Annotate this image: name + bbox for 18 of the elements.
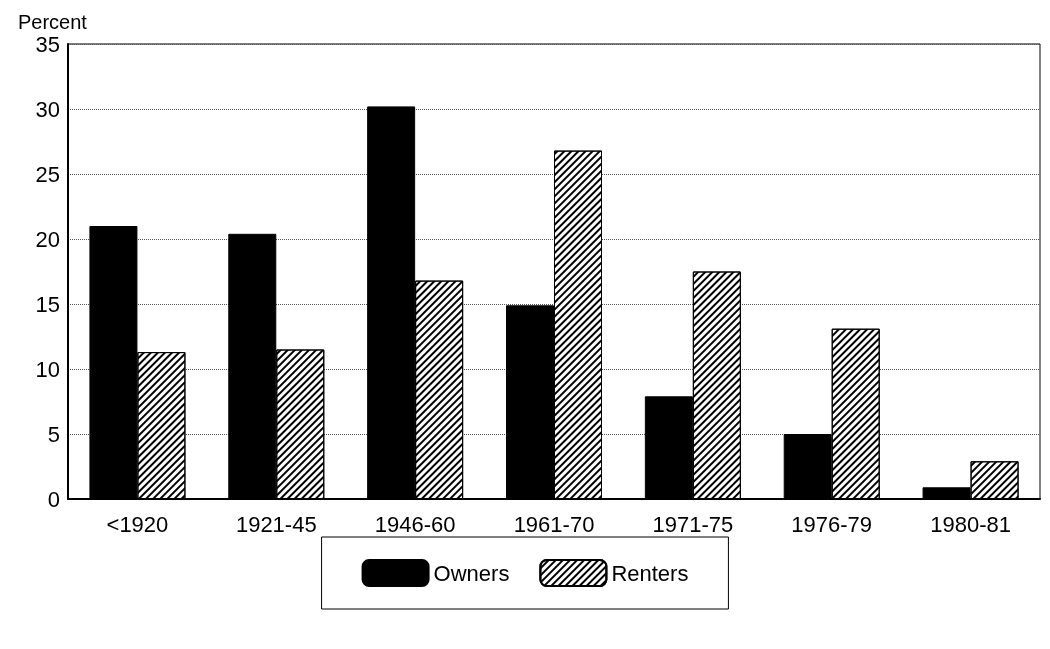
x-tick-label: 1980-81 bbox=[930, 511, 1011, 537]
y-tick-label: 0 bbox=[47, 486, 60, 512]
x-tick-label: 1921-45 bbox=[235, 511, 317, 537]
y-axis-title: Percent bbox=[18, 11, 88, 33]
x-tick-label: 1946-60 bbox=[374, 511, 456, 537]
y-tick-label: 30 bbox=[35, 96, 60, 122]
y-tick-label: 20 bbox=[35, 226, 60, 252]
x-tick-label: 1961-70 bbox=[513, 511, 595, 537]
y-tick-label: 15 bbox=[35, 291, 60, 317]
x-tick-label: <1920 bbox=[106, 511, 169, 537]
y-tick-label: 10 bbox=[35, 356, 60, 382]
y-tick-label: 5 bbox=[47, 421, 60, 447]
x-tick-label: 1976-79 bbox=[791, 511, 873, 537]
x-tick-label: 1971-75 bbox=[652, 511, 734, 537]
y-tick-label: 25 bbox=[35, 161, 60, 187]
legend-label: Owners bbox=[433, 560, 510, 586]
y-tick-label: 35 bbox=[35, 31, 60, 57]
legend-label: Renters bbox=[611, 560, 689, 586]
